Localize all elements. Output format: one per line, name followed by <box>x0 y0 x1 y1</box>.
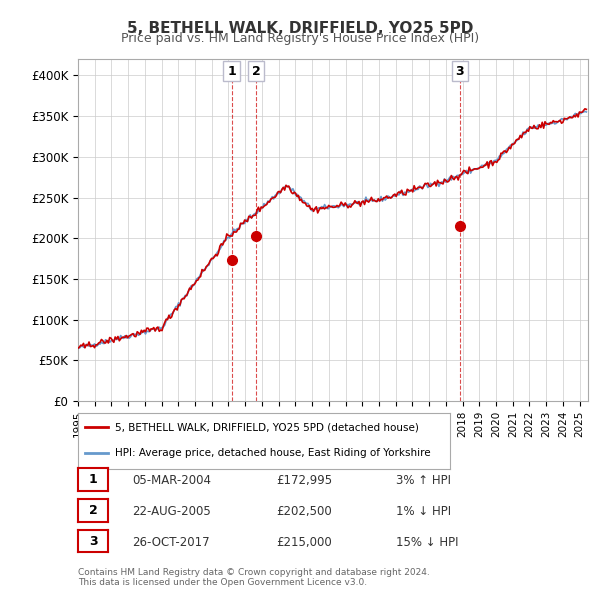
Text: 5, BETHELL WALK, DRIFFIELD, YO25 5PD (detached house): 5, BETHELL WALK, DRIFFIELD, YO25 5PD (de… <box>115 422 419 432</box>
Text: 05-MAR-2004: 05-MAR-2004 <box>132 474 211 487</box>
Text: 1: 1 <box>89 473 97 486</box>
Text: 3: 3 <box>89 535 97 548</box>
Text: 26-OCT-2017: 26-OCT-2017 <box>132 536 209 549</box>
Text: 1% ↓ HPI: 1% ↓ HPI <box>396 505 451 518</box>
Text: 3% ↑ HPI: 3% ↑ HPI <box>396 474 451 487</box>
Text: 22-AUG-2005: 22-AUG-2005 <box>132 505 211 518</box>
Text: £215,000: £215,000 <box>276 536 332 549</box>
Text: 2: 2 <box>251 65 260 78</box>
Text: 2: 2 <box>89 504 97 517</box>
Text: 15% ↓ HPI: 15% ↓ HPI <box>396 536 458 549</box>
Text: 5, BETHELL WALK, DRIFFIELD, YO25 5PD: 5, BETHELL WALK, DRIFFIELD, YO25 5PD <box>127 21 473 35</box>
Text: £172,995: £172,995 <box>276 474 332 487</box>
Text: £202,500: £202,500 <box>276 505 332 518</box>
Text: Price paid vs. HM Land Registry's House Price Index (HPI): Price paid vs. HM Land Registry's House … <box>121 32 479 45</box>
Text: Contains HM Land Registry data © Crown copyright and database right 2024.
This d: Contains HM Land Registry data © Crown c… <box>78 568 430 587</box>
Text: HPI: Average price, detached house, East Riding of Yorkshire: HPI: Average price, detached house, East… <box>115 448 431 458</box>
Text: 3: 3 <box>455 65 464 78</box>
Text: 1: 1 <box>227 65 236 78</box>
